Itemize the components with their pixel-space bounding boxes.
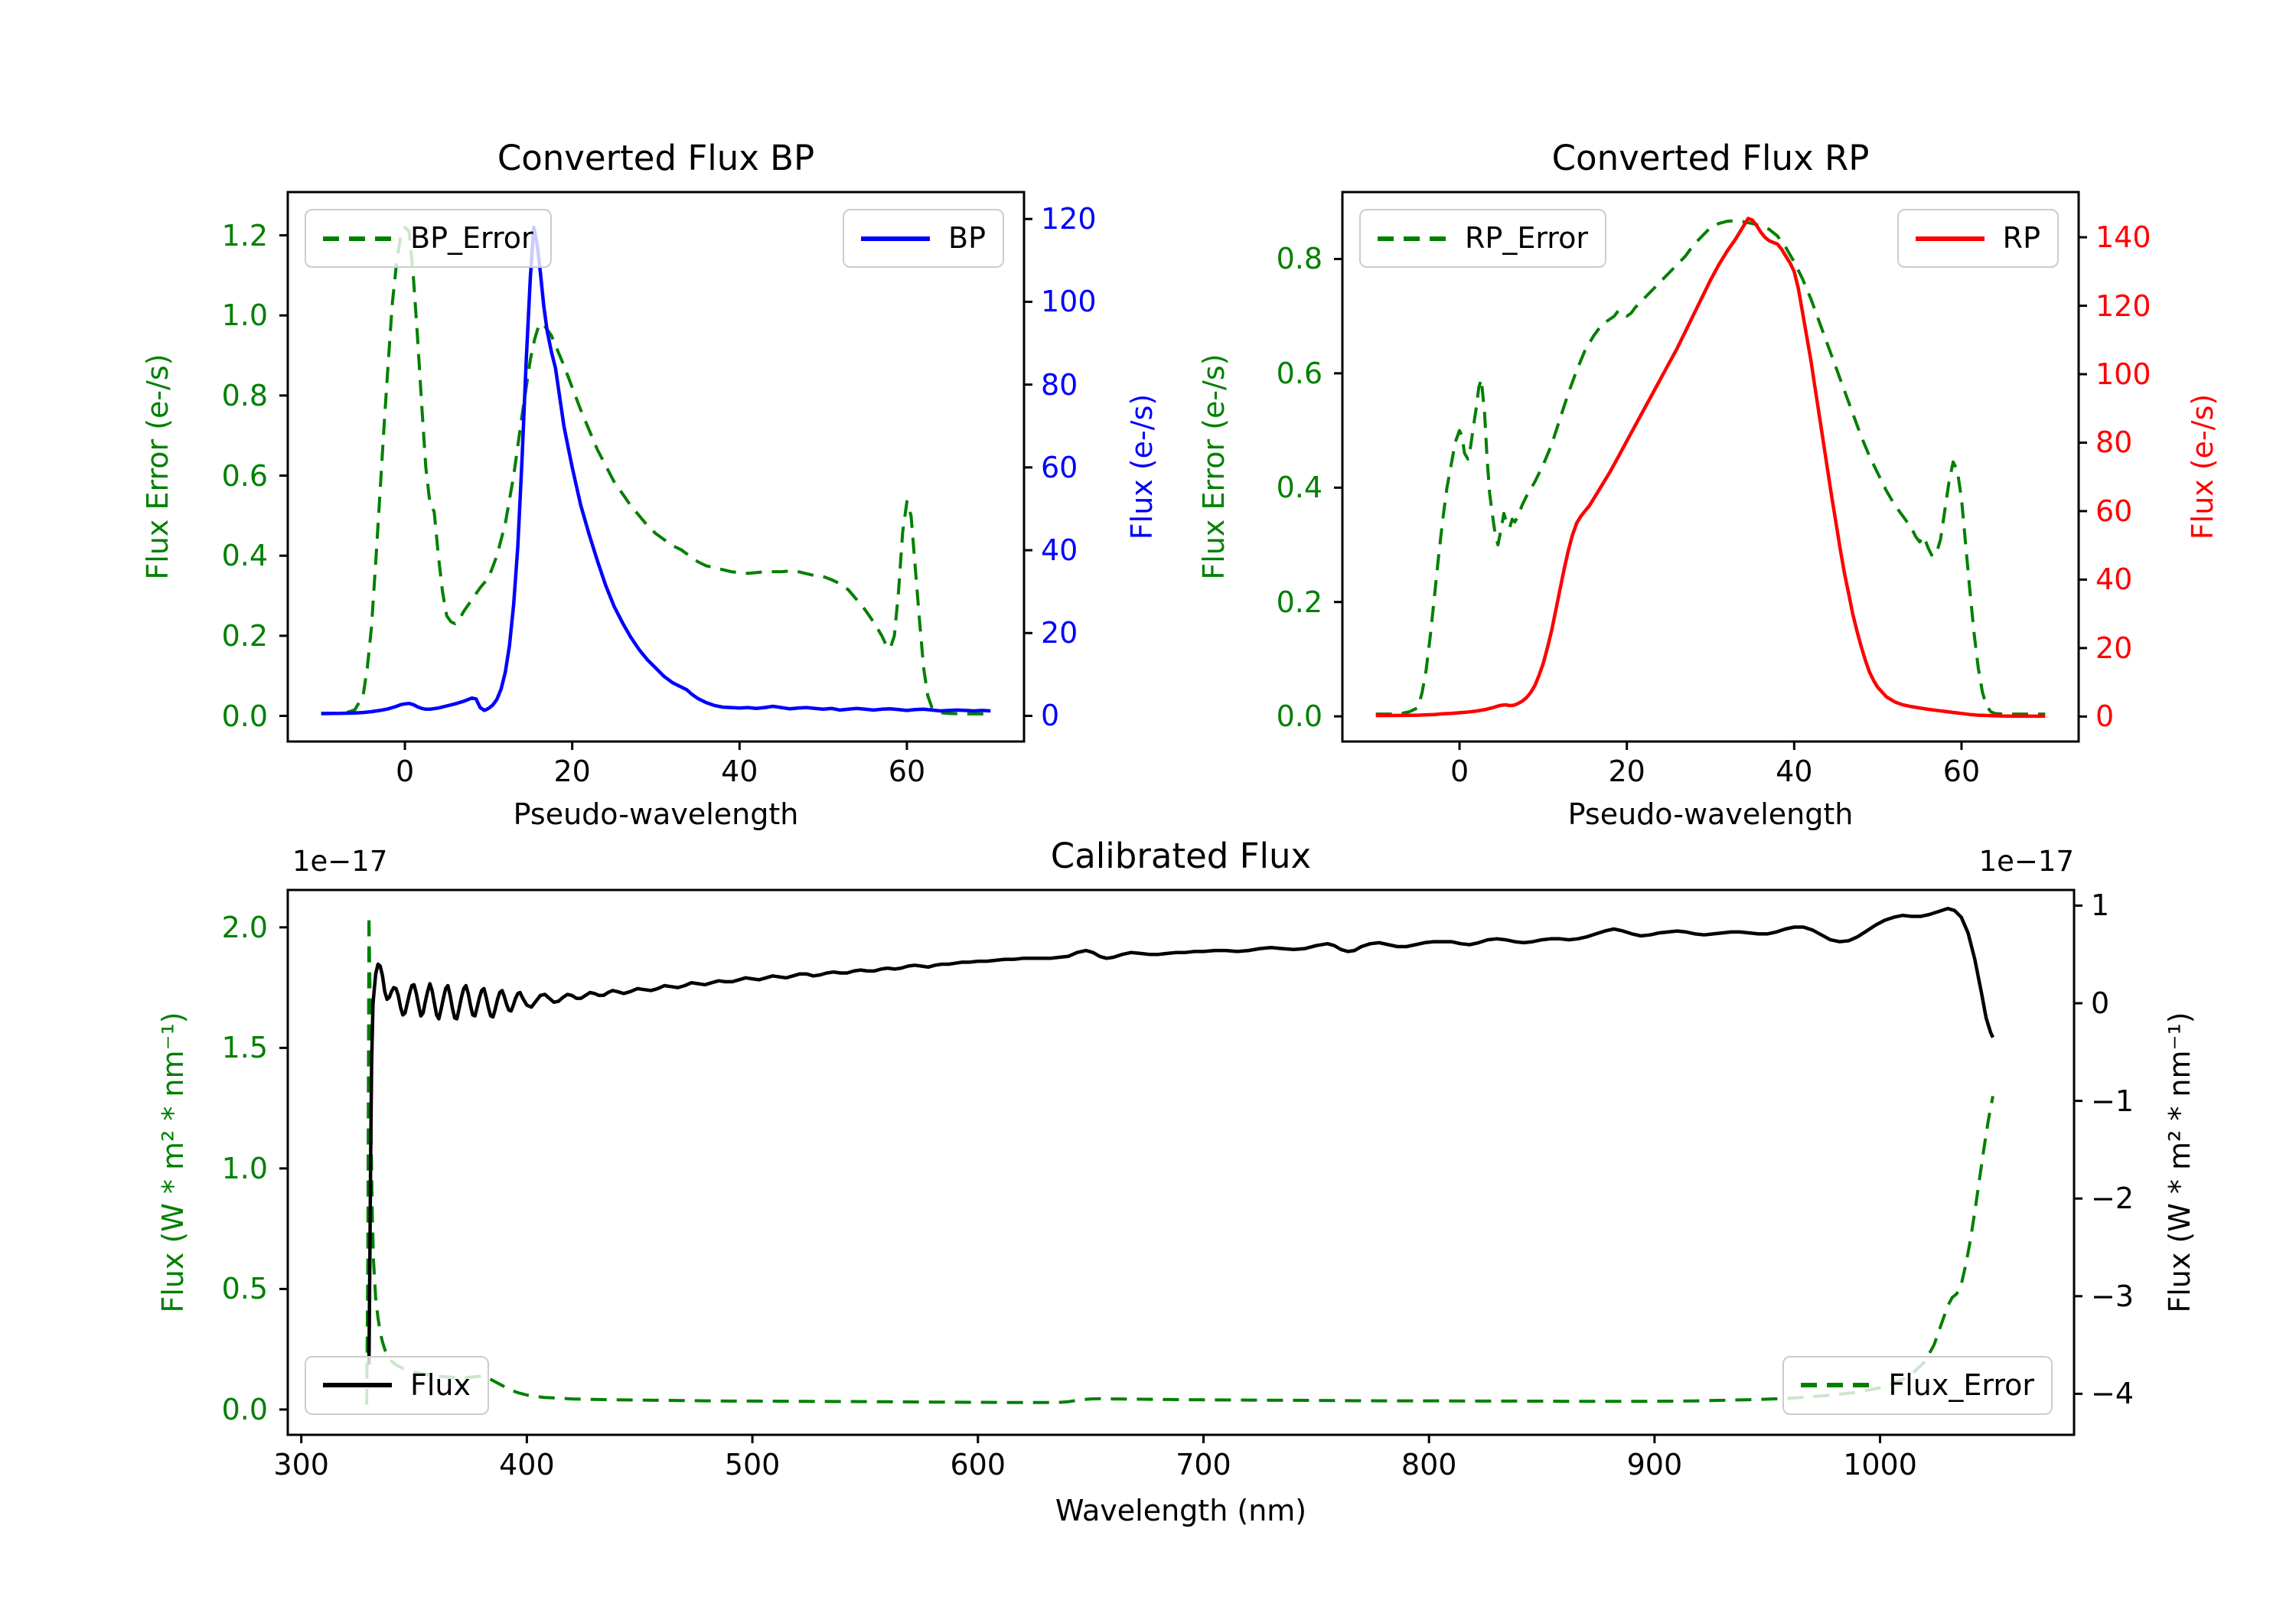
right-y-tick-label: 40 [2095, 562, 2133, 597]
x-tick-label: 800 [1401, 1448, 1457, 1482]
page-title: Calibrated Flux [1050, 836, 1312, 876]
dashed-line-icon [1378, 235, 1446, 243]
flux-legend: Flux [305, 1355, 489, 1415]
x-tick-label: 40 [721, 755, 758, 788]
right-y-tick-label: −2 [2091, 1182, 2135, 1216]
x-tick-label: 60 [888, 755, 926, 788]
calibrated-right-axis-label: Flux (W * m² * nm⁻¹) [2163, 1012, 2197, 1313]
calibrated-left-axis-label: Flux (W * m² * nm⁻¹) [156, 1012, 190, 1313]
x-tick-label: 500 [724, 1448, 781, 1482]
right-y-tick-label: 140 [2095, 220, 2151, 255]
x-tick-label: 900 [1626, 1448, 1683, 1482]
right-y-tick-label: 60 [1041, 450, 1078, 484]
legend-label: BP [948, 221, 986, 255]
left-y-tick-label: 1.2 [221, 218, 268, 253]
right-y-tick-label: −4 [2091, 1377, 2135, 1411]
solid-line-icon [1915, 235, 1985, 243]
left-y-tick-label: 0.6 [221, 458, 268, 493]
left-y-tick-label: 0.0 [221, 699, 268, 733]
left-y-tick-label: 1.0 [221, 298, 268, 333]
legend-label: Flux [410, 1367, 471, 1402]
page-title: Converted Flux RP [1551, 138, 1870, 178]
right-y-tick-label: 60 [2095, 494, 2133, 528]
right-y-tick-label: 0 [2091, 986, 2110, 1020]
left-y-tick-label: 1.5 [221, 1031, 268, 1065]
left-y-tick-label: 0.2 [1276, 585, 1322, 619]
rp-plot-area: RP_Error RP 0 20 40 60 0.0 0.2 0.4 0.6 0.8 0 20 40 6… [1277, 191, 2151, 786]
left-y-tick-label: 0.2 [221, 618, 268, 653]
x-tick-label: 600 [950, 1448, 1006, 1482]
calibrated-plot-area: Flux Flux_Error 300 400 500 600 700 800 900 100… [222, 888, 2134, 1479]
left-y-tick-label: 0.0 [221, 1392, 268, 1426]
solid-line-icon [861, 235, 931, 243]
x-tick-label: 40 [1776, 755, 1813, 788]
x-tick-label: 0 [395, 755, 415, 788]
bp-error-legend: BP_Error [305, 209, 552, 269]
right-y-tick-label: 100 [1041, 285, 1097, 319]
right-y-tick-label: 20 [2095, 631, 2133, 665]
bp-legend: BP [843, 209, 1004, 269]
solid-line-icon [323, 1381, 392, 1389]
rp-right-axis-label: Flux (e-/s) [2186, 393, 2219, 540]
x-tick-label: 1000 [1843, 1448, 1917, 1482]
page-title: Converted Flux BP [497, 138, 815, 178]
calibrated-x-axis-label: Wavelength (nm) [1055, 1494, 1307, 1527]
left-y-tick-label: 0.8 [1276, 242, 1322, 276]
x-tick-label: 20 [553, 755, 591, 788]
right-y-tick-label: 120 [1041, 202, 1097, 236]
left-axis-offset-text: 1e−17 [292, 845, 388, 878]
right-y-tick-label: 120 [2095, 288, 2151, 323]
rp-x-axis-label: Pseudo-wavelength [1567, 797, 1854, 831]
dashed-line-icon [1801, 1381, 1870, 1389]
left-y-tick-label: 0.8 [221, 378, 268, 412]
right-y-tick-label: 20 [1041, 616, 1078, 650]
x-tick-label: 400 [499, 1448, 555, 1482]
right-y-tick-label: 80 [1041, 367, 1078, 402]
x-tick-label: 0 [1450, 755, 1469, 788]
left-y-tick-label: 0.4 [1276, 471, 1322, 505]
x-tick-label: 700 [1176, 1448, 1231, 1482]
legend-label: RP_Error [1465, 221, 1588, 255]
right-y-tick-label: 80 [2095, 425, 2133, 460]
bp-right-axis-label: Flux (e-/s) [1125, 393, 1159, 540]
right-y-tick-label: 0 [1041, 699, 1060, 733]
right-y-tick-label: 0 [2095, 699, 2115, 734]
right-y-tick-label: 100 [2095, 357, 2151, 391]
left-y-tick-label: 0.4 [221, 539, 268, 573]
x-tick-label: 20 [1608, 755, 1645, 788]
legend-label: BP_Error [410, 221, 533, 255]
legend-label: Flux_Error [1888, 1367, 2034, 1402]
bp-plot-area: BP_Error BP 0 20 40 60 0.0 0.2 0.4 0.6 0.8 1.0 1.2… [222, 191, 1097, 786]
rp-legend: RP [1896, 209, 2059, 269]
x-tick-label: 60 [1942, 755, 1981, 788]
dashed-line-icon [323, 235, 392, 243]
left-y-tick-label: 0.5 [221, 1272, 268, 1306]
right-y-tick-label: −1 [2091, 1084, 2135, 1118]
bp-x-axis-label: Pseudo-wavelength [513, 797, 799, 831]
left-y-tick-label: 0.6 [1276, 356, 1322, 390]
left-y-tick-label: 0.0 [1276, 699, 1322, 734]
rp-left-axis-label: Flux Error (e-/s) [1197, 354, 1231, 580]
legend-label: RP [2002, 221, 2040, 255]
right-y-tick-label: −3 [2091, 1279, 2135, 1313]
right-y-tick-label: 40 [1041, 533, 1078, 568]
rp-error-legend: RP_Error [1359, 209, 1606, 269]
flux-error-legend: Flux_Error [1782, 1355, 2053, 1415]
left-y-tick-label: 1.0 [221, 1151, 268, 1185]
left-y-tick-label: 2.0 [221, 910, 268, 944]
bp-left-axis-label: Flux Error (e-/s) [141, 354, 174, 580]
right-axis-offset-text: 1e−17 [1978, 845, 2074, 878]
x-tick-label: 300 [273, 1448, 329, 1482]
right-y-tick-label: 1 [2091, 888, 2110, 923]
